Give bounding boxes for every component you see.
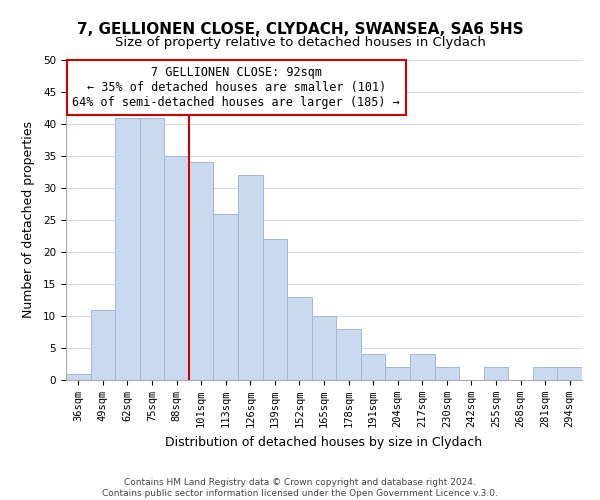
Bar xyxy=(434,367,459,380)
Text: 7 GELLIONEN CLOSE: 92sqm
← 35% of detached houses are smaller (101)
64% of semi-: 7 GELLIONEN CLOSE: 92sqm ← 35% of detach… xyxy=(73,66,400,110)
Bar xyxy=(410,354,434,380)
X-axis label: Distribution of detached houses by size in Clydach: Distribution of detached houses by size … xyxy=(166,436,482,448)
Bar xyxy=(361,354,385,380)
Bar xyxy=(336,329,361,380)
Bar xyxy=(115,118,140,380)
Bar xyxy=(214,214,238,380)
Bar xyxy=(557,367,582,380)
Bar xyxy=(164,156,189,380)
Y-axis label: Number of detached properties: Number of detached properties xyxy=(22,122,35,318)
Text: 7, GELLIONEN CLOSE, CLYDACH, SWANSEA, SA6 5HS: 7, GELLIONEN CLOSE, CLYDACH, SWANSEA, SA… xyxy=(77,22,523,38)
Bar xyxy=(533,367,557,380)
Bar xyxy=(66,374,91,380)
Text: Contains HM Land Registry data © Crown copyright and database right 2024.
Contai: Contains HM Land Registry data © Crown c… xyxy=(102,478,498,498)
Bar xyxy=(140,118,164,380)
Bar xyxy=(287,297,312,380)
Bar xyxy=(238,175,263,380)
Bar xyxy=(312,316,336,380)
Bar xyxy=(263,239,287,380)
Bar xyxy=(484,367,508,380)
Text: Size of property relative to detached houses in Clydach: Size of property relative to detached ho… xyxy=(115,36,485,49)
Bar xyxy=(91,310,115,380)
Bar xyxy=(189,162,214,380)
Bar xyxy=(385,367,410,380)
